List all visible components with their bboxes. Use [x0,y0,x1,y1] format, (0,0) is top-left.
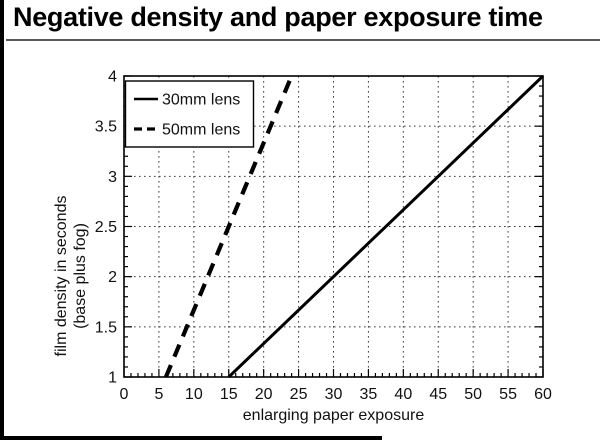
svg-text:0: 0 [120,386,129,403]
svg-text:1.5: 1.5 [95,319,117,336]
title-underline [6,39,600,41]
svg-text:3: 3 [108,169,117,186]
legend-label: 50mm lens [162,122,240,139]
svg-text:25: 25 [290,386,308,403]
legend-box [124,80,255,148]
svg-text:2: 2 [108,269,117,286]
plot-frame [123,75,544,378]
svg-text:2.5: 2.5 [95,219,117,236]
svg-text:3.5: 3.5 [95,119,117,136]
svg-text:55: 55 [499,386,517,403]
svg-text:35: 35 [360,386,378,403]
svg-text:film density in seconds: film density in seconds [53,196,70,357]
legend: 30mm lens 50mm lens [124,80,255,148]
series-line-30mm-lens [227,74,545,379]
svg-text:10: 10 [185,386,203,403]
svg-text:(base plus fog): (base plus fog) [72,223,89,329]
bottom-border-bar [0,436,382,440]
svg-text:50: 50 [464,386,482,403]
svg-text:15: 15 [220,386,238,403]
x-axis-label: enlarging paper exposure [243,407,425,424]
svg-text:40: 40 [394,386,412,403]
svg-text:4: 4 [108,69,117,86]
tick-labels: 0 5 10 15 20 25 30 35 40 45 50 55 60 1 1.5 2 2.5 3 3.5 4 [95,69,552,404]
svg-text:20: 20 [255,386,273,403]
left-border-bar [0,0,4,440]
legend-label: 30mm lens [162,92,240,109]
svg-text:45: 45 [429,386,447,403]
svg-text:5: 5 [154,386,163,403]
page-title: Negative density and paper exposure time [13,2,543,32]
series-line-50mm-lens [163,75,294,378]
y-axis-label: film density in seconds (base plus fog) [53,196,89,357]
svg-text:60: 60 [534,386,552,403]
svg-text:1: 1 [108,370,117,387]
svg-text:30: 30 [325,386,343,403]
